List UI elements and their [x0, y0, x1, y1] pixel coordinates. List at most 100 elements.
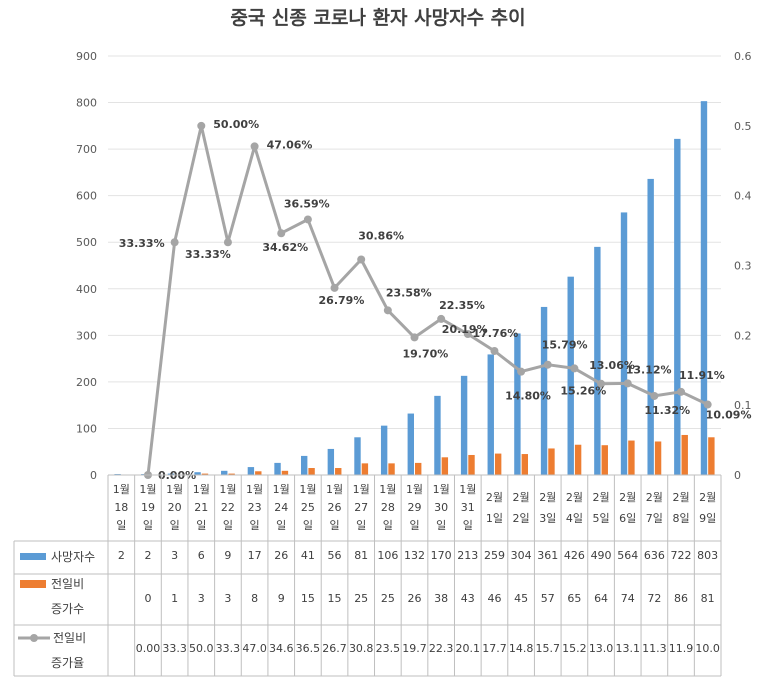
table-cell: 426: [564, 549, 585, 562]
bar-deaths: [674, 138, 681, 475]
line-data-label: 20.19%: [442, 323, 488, 336]
line-data-label: 15.26%: [560, 384, 606, 397]
line-data-label: 15.79%: [542, 339, 588, 352]
legend-key-deaths: [20, 553, 46, 560]
y-left-tick-label: 400: [76, 283, 97, 296]
x-category-label: 2일: [513, 511, 530, 525]
x-category-label: 6일: [619, 511, 636, 525]
bar-daily-increase: [681, 434, 688, 475]
table-cell: 636: [644, 549, 665, 562]
table-cell: 132: [404, 549, 425, 562]
y-right-tick-label: 0.4: [734, 190, 752, 203]
table-cell: 3: [171, 549, 178, 562]
x-category-label: 2월: [646, 491, 663, 504]
x-category-label: 7일: [646, 511, 663, 525]
x-category-label: 1월: [299, 483, 316, 496]
table-cell: 11.3: [642, 642, 667, 655]
line-data-label: 36.59%: [284, 197, 330, 210]
y-left-tick-label: 600: [76, 190, 97, 203]
bar-daily-increase: [308, 468, 315, 475]
table-cell: 13.0: [589, 642, 614, 655]
line-point: [277, 229, 286, 238]
line-point: [570, 364, 579, 373]
x-category-label: 2월: [593, 491, 610, 504]
x-category-label: 1월: [219, 483, 236, 496]
bar-daily-increase: [441, 457, 449, 475]
table-cell: 17: [248, 549, 262, 562]
line-data-label: 26.79%: [319, 294, 365, 307]
bar-deaths: [567, 276, 574, 475]
bar-deaths: [620, 212, 628, 475]
x-category-label: 2월: [513, 491, 530, 504]
bar-deaths: [194, 472, 201, 475]
bar-deaths: [354, 437, 361, 475]
bar-daily-increase: [628, 440, 635, 475]
y-left-tick-label: 100: [76, 422, 97, 435]
bar-daily-increase: [521, 454, 529, 475]
table-cell: 106: [377, 549, 398, 562]
line-point: [250, 142, 259, 151]
x-category-label: 일: [143, 518, 153, 532]
table-cell: 33.3: [162, 642, 187, 655]
table-cell: 1: [171, 592, 178, 605]
x-category-label: 1월: [406, 483, 423, 496]
line-point: [623, 379, 632, 388]
line-point: [197, 121, 206, 130]
x-category-label: 1일: [486, 511, 503, 525]
line-data-label: 47.06%: [267, 138, 313, 151]
table-cell: 47.0: [242, 642, 267, 655]
y-left-tick-label: 500: [76, 236, 97, 249]
table-cell: 81: [701, 592, 715, 605]
legend-label-growth-rate: 전일비: [53, 631, 86, 645]
line-point: [703, 400, 712, 409]
bar-daily-increase: [335, 468, 342, 475]
x-category-label: 일: [329, 518, 339, 532]
table-cell: 86: [674, 592, 688, 605]
line-point: [597, 379, 606, 388]
line-point: [463, 330, 472, 339]
table-cell: 72: [647, 592, 661, 605]
table-cell: 20.1: [456, 642, 481, 655]
bar-daily-increase: [468, 454, 475, 475]
legend-key-growth-rate-marker: [30, 634, 38, 642]
table-cell: 36.5: [296, 642, 321, 655]
legend-key-daily-increase: [20, 580, 46, 588]
bar-deaths: [594, 246, 601, 475]
x-category-label: 일: [223, 518, 233, 532]
line-data-label: 33.33%: [119, 237, 165, 250]
table-cell: 15: [328, 592, 342, 605]
bar-deaths: [407, 413, 414, 475]
line-data-label: 10.09%: [706, 409, 752, 422]
table-cell: 3: [224, 592, 231, 605]
line-data-label: 13.06%: [589, 359, 635, 372]
x-category-label: 1월: [113, 483, 130, 496]
line-data-label: 17.76%: [472, 327, 518, 340]
y-axis-right: 0 0.1 0.2 0.3 0.4 0.5 0.6: [734, 50, 752, 482]
table-cell: 6: [198, 549, 205, 562]
bar-daily-increase: [361, 463, 369, 475]
x-category-label: 20: [168, 501, 182, 514]
table-cell: 15.2: [562, 642, 587, 655]
legend-label-growth-rate: 증가율: [51, 656, 84, 670]
table-cell: 0.00: [136, 642, 161, 655]
line-point: [650, 391, 659, 400]
x-category-label: 1월: [379, 483, 396, 496]
bar-daily-increase: [654, 441, 662, 475]
bar-deaths: [167, 473, 175, 475]
table-cell: 74: [621, 592, 635, 605]
line-data-label: 34.62%: [262, 241, 308, 254]
table-cell: 9: [278, 592, 285, 605]
bar-deaths: [460, 375, 468, 475]
y-right-tick-label: 0.6: [734, 50, 752, 63]
bar-daily-increase: [388, 463, 395, 475]
table-cell: 803: [697, 549, 718, 562]
table-cell: 65: [567, 592, 581, 605]
x-category-label: 23: [248, 501, 262, 514]
bar-daily-increase: [201, 473, 209, 475]
bar-daily-increase: [601, 445, 608, 475]
line-data-label: 11.32%: [644, 404, 690, 417]
x-category-label: 25: [301, 501, 315, 514]
x-category-label: 일: [436, 518, 446, 532]
line-data-label: 22.35%: [439, 299, 485, 312]
